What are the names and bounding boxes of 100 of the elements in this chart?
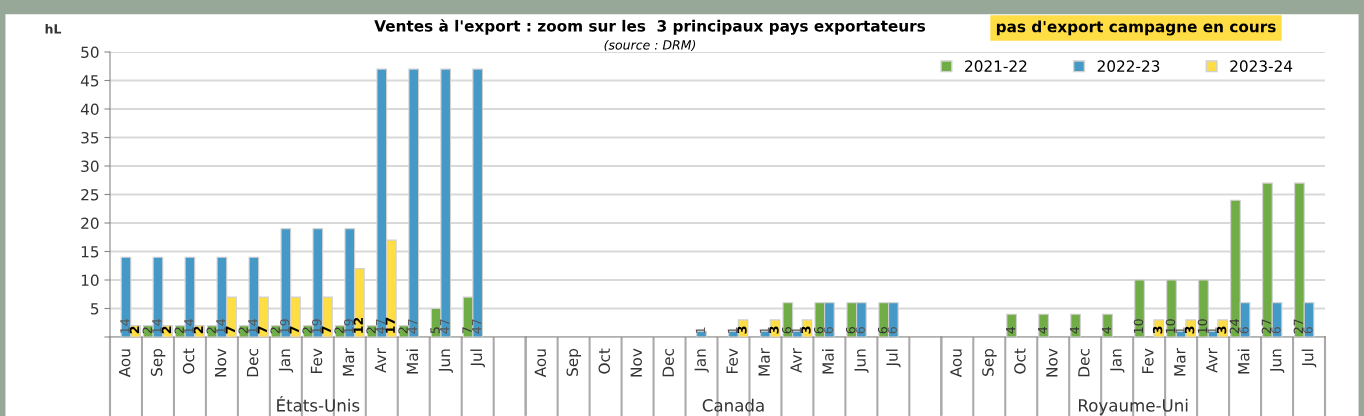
data-label: 1 [1207, 327, 1217, 333]
data-label: 3 [737, 326, 747, 334]
data-label: 2 [398, 327, 408, 334]
data-label: 2 [142, 327, 152, 334]
data-label: 6 [855, 327, 866, 334]
data-label: 7 [225, 326, 235, 334]
data-label: 2 [270, 327, 280, 334]
data-label: 14 [152, 319, 162, 333]
data-label: 2 [206, 327, 216, 334]
x-tick-label: Jan [1110, 349, 1125, 373]
y-tick-label: 10 [81, 274, 99, 287]
y-tick-label: 35 [81, 131, 99, 144]
data-label: 5 [430, 327, 440, 334]
text: pas d'export campagne en cours [996, 20, 1276, 36]
x-tick-label: Mai [822, 349, 834, 374]
bar [1038, 313, 1049, 337]
x-tick-label: Mar [758, 348, 770, 376]
data-label: 47 [440, 319, 450, 334]
data-label: 10 [1165, 319, 1176, 333]
data-label: 3 [801, 326, 811, 334]
x-tick-label: Aou [534, 349, 547, 378]
data-label: 7 [257, 326, 267, 334]
bar [1070, 313, 1081, 337]
data-label: 2 [174, 327, 184, 334]
x-tick-label: Jan [278, 349, 294, 373]
data-label: 4 [1005, 326, 1016, 334]
text: États-Unis [277, 396, 360, 412]
legend-label: 2022-23 [1097, 60, 1160, 72]
x-tick-label: Fev [726, 348, 738, 373]
data-label: 24 [1229, 319, 1239, 334]
x-tick-label: Nov [214, 348, 227, 377]
bar [1006, 313, 1018, 337]
data-label: 14 [248, 319, 258, 333]
x-tick-label: Dec [1078, 349, 1090, 377]
x-tick-label: Dec [662, 349, 674, 377]
x-tick-label: Oct [598, 348, 611, 374]
data-label: 6 [813, 327, 824, 334]
x-tick-label: Nov [1046, 348, 1058, 377]
data-label: 10 [1197, 319, 1208, 333]
data-label: 27 [1261, 319, 1271, 334]
x-tick-label: Fev [310, 348, 323, 373]
data-label: 2 [129, 326, 140, 334]
data-label: 1 [727, 327, 737, 333]
data-label: 12 [353, 317, 363, 333]
x-tick-label: Sep [566, 348, 582, 376]
y-tick-label: 40 [80, 103, 99, 116]
data-label: 4 [1069, 326, 1080, 334]
data-label: 3 [1216, 326, 1227, 334]
x-tick-label: Jul [1301, 349, 1317, 368]
data-label: 4 [1101, 326, 1112, 334]
y-tick-label: 45 [80, 75, 99, 87]
x-tick-label: Mai [406, 349, 419, 374]
x-tick-label: Avr [1206, 348, 1218, 373]
y-tick-label: 50 [81, 46, 99, 59]
x-tick-label: Dec [246, 349, 259, 377]
data-label: 4 [1037, 326, 1048, 334]
data-label: 14 [184, 319, 194, 333]
y-axis-title: hL [45, 23, 62, 34]
x-tick-label: Oct [182, 348, 195, 374]
data-label: 6 [1303, 327, 1313, 334]
data-label: 6 [845, 327, 856, 334]
x-tick-label: Mai [1237, 349, 1250, 374]
x-tick-label: Sep [150, 348, 166, 376]
x-tick-label: Aou [119, 349, 131, 378]
text: Canada [702, 398, 764, 412]
data-label: 2 [238, 327, 248, 334]
data-label: 1 [695, 327, 705, 333]
data-label: 17 [385, 317, 395, 333]
data-label: 19 [280, 319, 290, 333]
data-label: 3 [769, 326, 779, 334]
data-label: 19 [343, 319, 354, 333]
y-tick-label: 20 [81, 217, 99, 230]
x-tick-label: Jan [694, 349, 709, 373]
x-tick-label: Mar [1174, 348, 1186, 376]
data-label: 6 [1271, 327, 1281, 334]
bar [1102, 313, 1113, 337]
data-label: 7 [462, 327, 472, 334]
legend-label: 2021-22 [965, 60, 1027, 72]
x-tick-label: Sep [982, 348, 997, 376]
data-label: 10 [1133, 319, 1144, 333]
x-tick-label: Jun [1270, 349, 1285, 373]
data-label: 1 [791, 327, 801, 333]
x-tick-label: Jul [470, 349, 485, 368]
y-tick-label: 30 [81, 160, 99, 173]
x-tick-label: Avr [374, 348, 386, 373]
data-label: 14 [120, 319, 130, 333]
data-label: 19 [312, 319, 322, 333]
data-label: 6 [1239, 327, 1249, 334]
data-label: 7 [289, 326, 299, 334]
data-label: 2 [193, 326, 203, 334]
chart-title: Ventes à l'export : zoom sur les 3 principaux pays exportateurs [374, 19, 926, 35]
data-label: 6 [877, 327, 888, 334]
data-label: 2 [161, 326, 171, 334]
x-tick-label: Jul [885, 349, 901, 368]
x-tick-label: Oct [1014, 348, 1026, 374]
x-tick-label: Mar [342, 348, 355, 376]
data-label: 3 [1152, 326, 1163, 334]
data-label: 1 [759, 327, 769, 333]
data-label: 3 [1184, 326, 1195, 334]
x-tick-label: Aou [950, 349, 962, 378]
